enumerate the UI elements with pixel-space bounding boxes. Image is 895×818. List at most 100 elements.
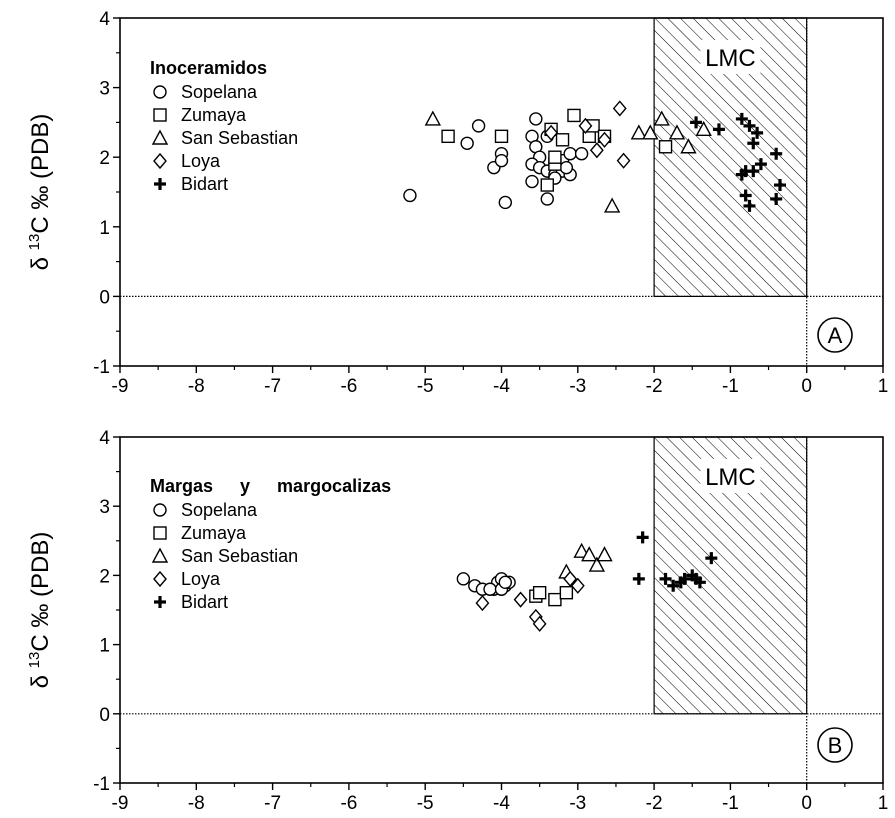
lmc-label-bg [700,40,761,74]
y-tick-label: 0 [99,287,110,308]
x-tick-label: -2 [646,793,663,814]
data-point-plus [743,119,756,132]
legend-label: Zumaya [181,523,247,543]
data-point-diamond [544,124,559,141]
data-point-square [548,150,562,164]
data-point-triangle [653,110,670,126]
panel-a: LMC -9 -8 -7 -6 -5 -4 -3 -2 -1 0 1 -1 0 1 2 3 4 δ 13C ‰ (P… [26,9,888,397]
legend-label: Zumaya [181,105,247,125]
data-point-circle [460,136,474,150]
data-point-circle [494,153,509,168]
data-point-plus [636,531,649,544]
legend-marker-diamond [153,152,167,170]
legend-marker-square [153,526,167,540]
legend-marker-circle [153,503,167,517]
legend-label: Bidart [181,592,228,612]
x-tick-label: -2 [646,376,663,397]
lmc-label: LMC [705,464,756,491]
data-point-plus [743,199,756,212]
x-tick-label: 1 [878,793,889,814]
y-tick-label: -1 [93,774,110,795]
data-point-circle [456,572,471,586]
legend-label: Loya [181,569,221,589]
data-point-plus [705,552,718,565]
panel-letter-circle [817,317,853,353]
data-point-triangle [596,546,613,562]
panel-letter: A [828,323,843,348]
data-point-square [540,178,554,192]
data-point-circle [471,119,486,133]
data-point-plus [693,576,706,589]
data-point-plus [735,112,748,125]
x-tick-label: -4 [493,793,510,814]
data-point-triangle [424,110,442,126]
panel-b: LMC -9 -8 -7 -6 -5 -4 -3 -2 -1 0 1 -1 0 1 2 3 4 δ 13C ‰ (P… [26,428,888,814]
y-tick-label: 4 [99,9,110,30]
data-point-plus [678,572,691,585]
x-tick-label: -8 [188,793,205,814]
data-point-plus [667,579,680,592]
data-point-square [532,586,547,600]
data-point-diamond [612,100,627,117]
legend-title: Margas y margocalizas [150,476,391,496]
data-point-plus [690,116,703,129]
x-tick-label: -6 [340,793,357,814]
data-point-circle [483,582,497,596]
legend-marker-circle [153,85,167,99]
legend-label: San Sebastian [181,546,298,566]
x-tick-label: -3 [569,793,586,814]
data-point-plus [770,147,783,160]
data-point-circle [540,192,554,206]
data-point-diamond [563,570,578,587]
x-tick-label: -9 [112,376,129,397]
lmc-label-bg [700,459,761,493]
x-tick-label: -4 [493,376,510,397]
y-axis-label: δ 13C ‰ (PDB) [26,532,54,689]
x-tick-label: -7 [264,376,281,397]
data-point-diamond [532,615,547,632]
data-point-square [441,129,455,144]
data-point-plus [754,158,767,171]
x-tick-label: -1 [722,376,739,397]
data-point-triangle [581,546,598,562]
x-tick-label: -9 [112,793,129,814]
legend-label: Loya [181,151,221,171]
data-point-circle [559,160,574,175]
data-point-square [559,586,574,600]
panel-letter: B [828,733,843,758]
legend-label: Sopelana [181,82,258,102]
y-tick-label: 3 [99,497,110,518]
x-tick-label: -5 [417,376,434,397]
data-point-plus [747,137,760,150]
x-tick-label: -7 [264,793,281,814]
legend-marker-plus [154,178,166,190]
data-point-triangle [603,197,621,213]
y-tick-label: 2 [99,148,110,169]
x-tick-label: 0 [801,376,812,397]
y-tick-label: 2 [99,566,110,587]
y-tick-label: 3 [99,79,110,100]
data-point-square [567,108,581,123]
x-tick-label: -5 [417,793,434,814]
legend-marker-triangle [151,129,169,145]
data-point-circle [574,147,589,161]
data-point-circle [498,195,513,210]
data-point-plus [632,572,645,585]
y-tick-label: 0 [99,705,110,726]
x-tick-label: -3 [569,376,586,397]
legend-marker-plus [154,596,166,608]
data-point-diamond [597,131,612,148]
data-point-plus [712,123,725,136]
data-point-plus [659,572,672,585]
data-point-square [658,140,673,154]
data-point-diamond [513,591,528,608]
y-tick-label: -1 [93,357,110,378]
x-tick-label: -6 [340,376,357,397]
data-point-square [548,592,562,607]
lmc-label: LMC [705,45,756,72]
legend-label: San Sebastian [181,128,298,148]
data-point-diamond [589,142,604,159]
x-tick-label: 0 [801,793,812,814]
data-point-triangle [630,124,648,140]
